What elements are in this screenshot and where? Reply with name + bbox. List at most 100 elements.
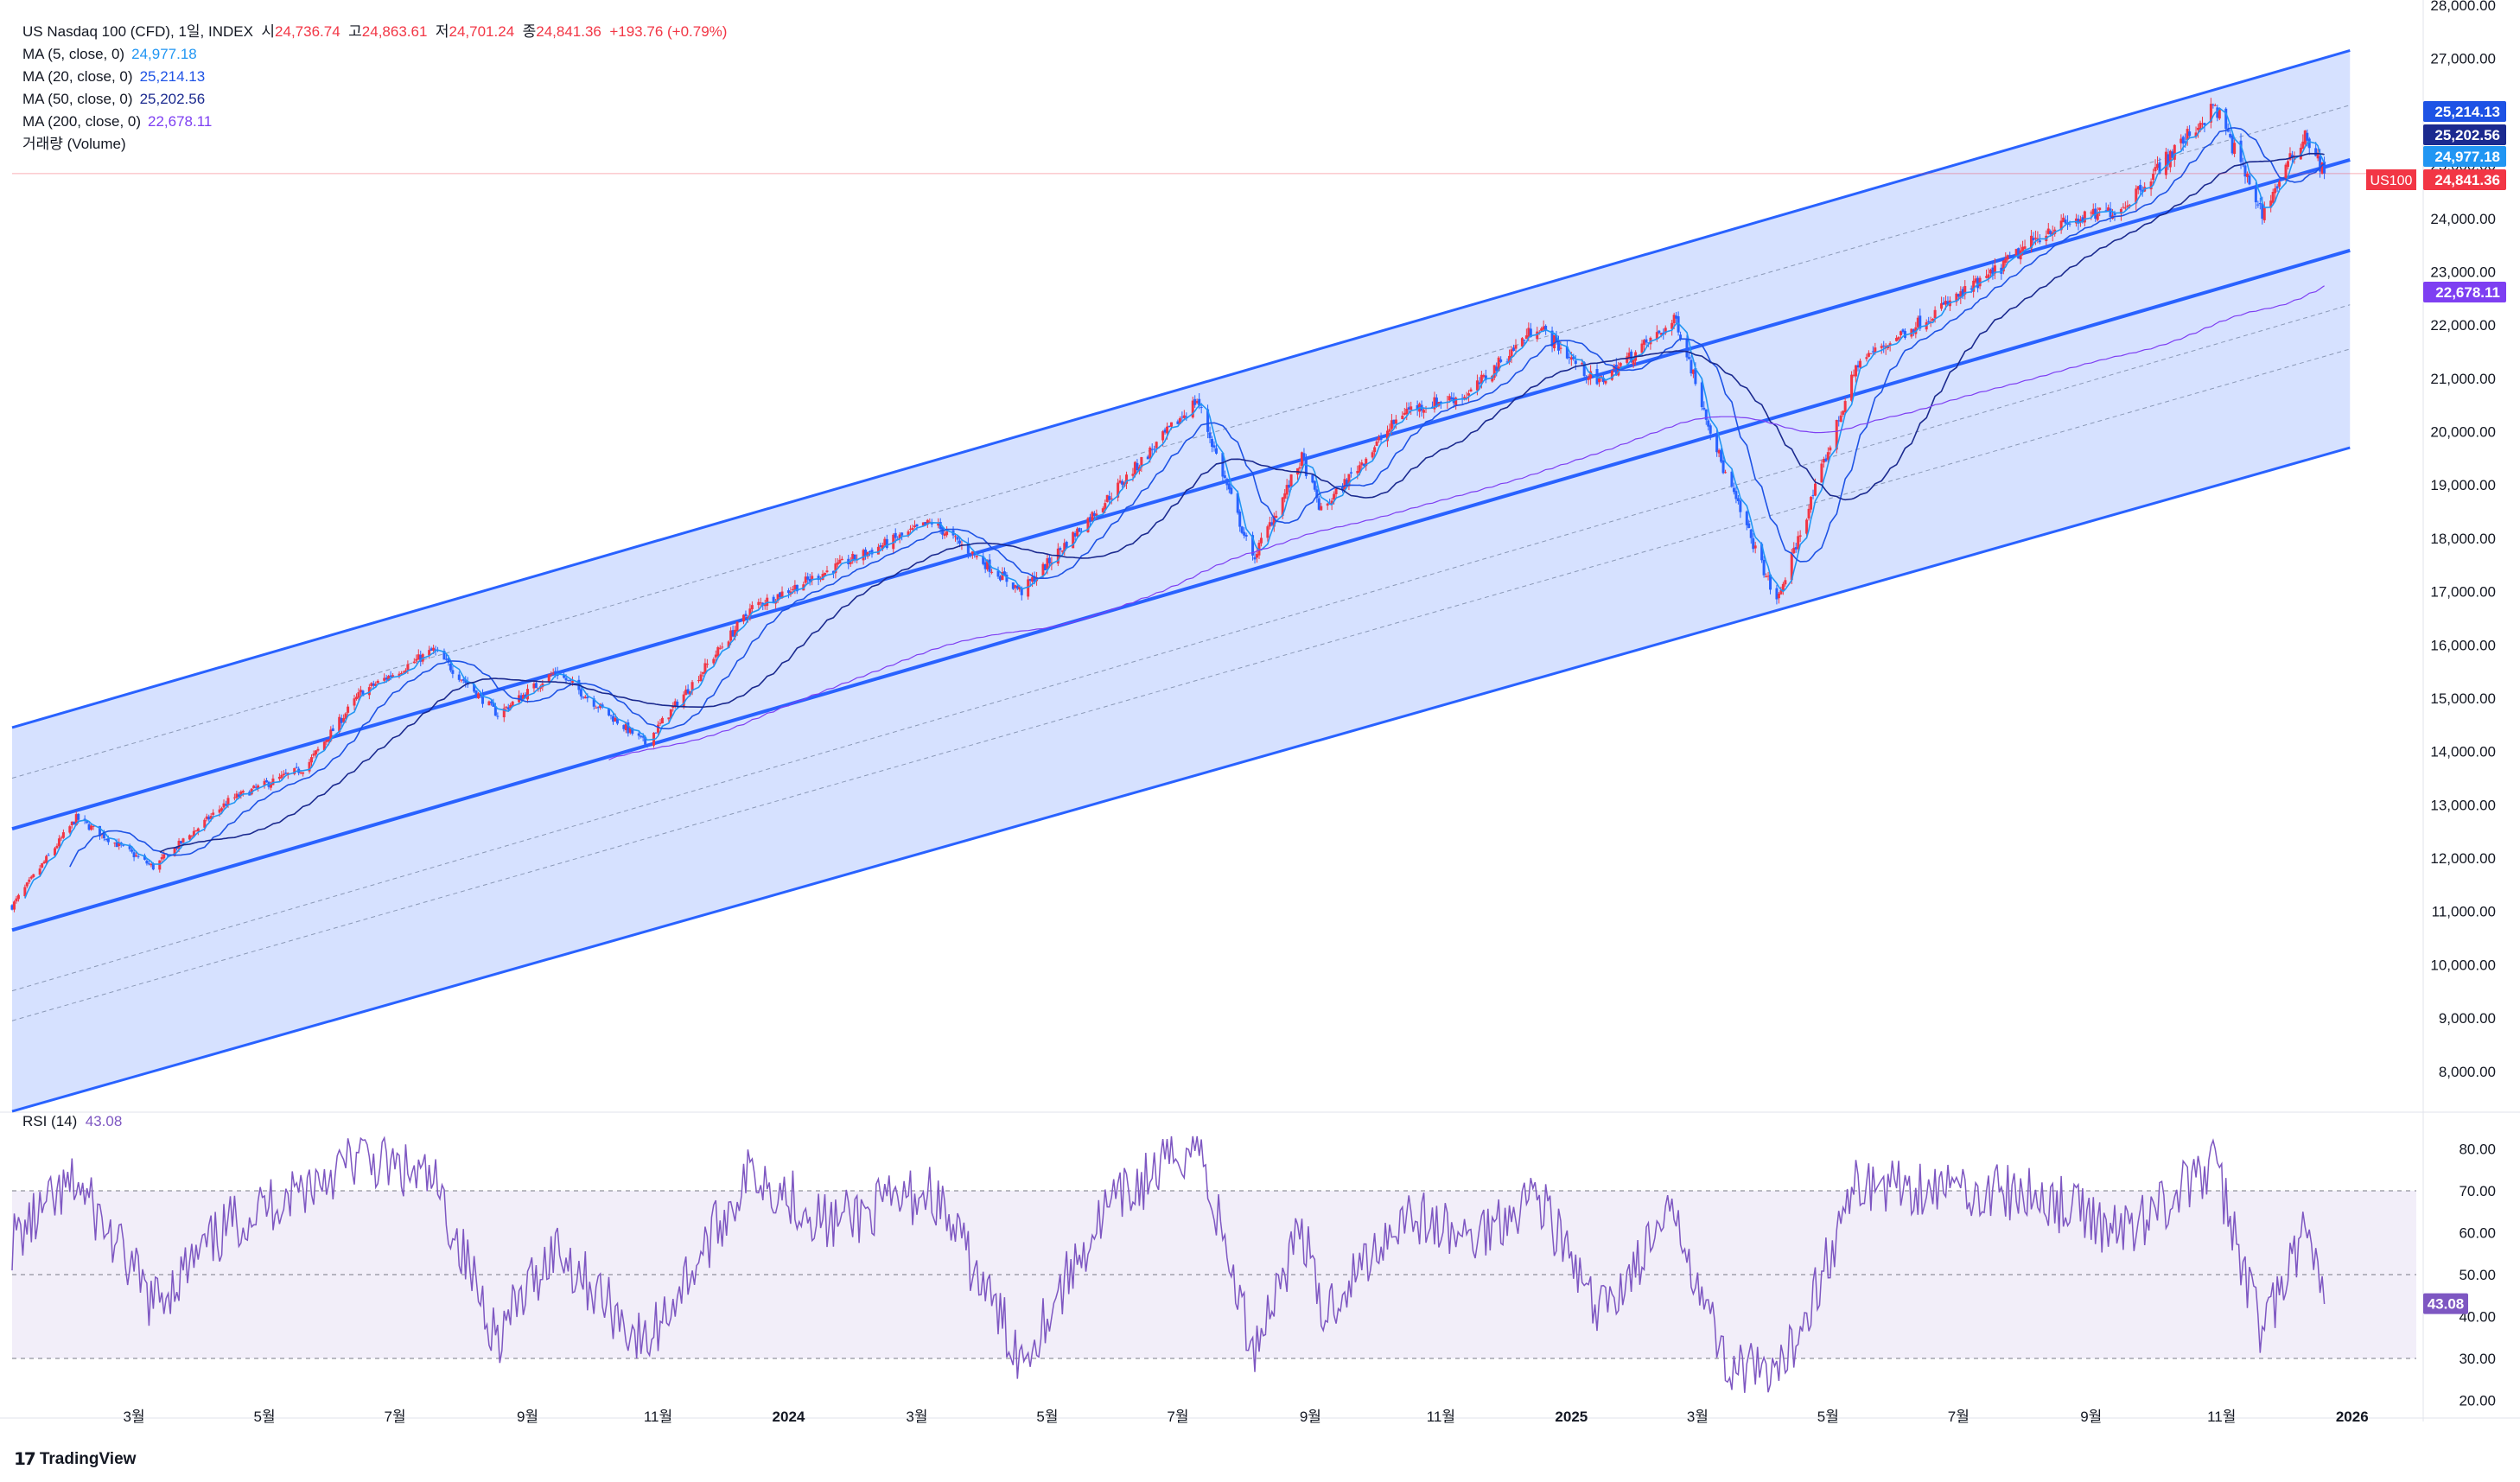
- candle-body: [277, 776, 281, 779]
- candle-body: [1176, 421, 1180, 424]
- candle-body: [1225, 478, 1229, 486]
- candle-body: [840, 558, 843, 561]
- candle-body: [2269, 200, 2273, 208]
- rsi-legend[interactable]: RSI (14) 43.08: [22, 1113, 122, 1130]
- candle-body: [1492, 365, 1496, 378]
- candle-body: [913, 525, 916, 528]
- candle-body: [1512, 347, 1516, 352]
- candle-body: [1433, 397, 1436, 410]
- candle-body: [1555, 334, 1558, 342]
- candle-body: [1333, 493, 1336, 500]
- candle-body: [310, 757, 314, 763]
- candle-body: [1435, 398, 1438, 407]
- candle-body: [357, 692, 360, 698]
- candle-body: [1401, 416, 1404, 420]
- low-label: 저: [435, 23, 449, 40]
- candle-body: [1108, 496, 1111, 500]
- price-tick-label: 24,000.00: [2430, 211, 2496, 227]
- candle-body: [1974, 278, 1977, 283]
- candle-body: [1043, 563, 1047, 570]
- candle-body: [212, 812, 215, 815]
- candle-body: [2023, 246, 2027, 249]
- price-tick-label: 9,000.00: [2439, 1010, 2496, 1027]
- candle-body: [1001, 571, 1004, 581]
- candle-body: [374, 684, 378, 686]
- candle-body: [750, 605, 754, 609]
- candle-body: [551, 672, 555, 674]
- candle-body: [1664, 328, 1667, 334]
- candle-body: [222, 803, 226, 808]
- candle-body: [582, 696, 585, 698]
- candle-body: [2233, 143, 2237, 155]
- price-tick-label: 23,000.00: [2430, 264, 2496, 280]
- candle-body: [1672, 315, 1676, 323]
- candle-body: [1300, 452, 1303, 467]
- candle-body: [1169, 422, 1173, 427]
- candle-body: [105, 838, 108, 840]
- ma20-legend[interactable]: MA (20, close, 0) 25,214.13: [22, 66, 727, 88]
- candle-body: [1149, 447, 1152, 459]
- candle-body: [2288, 153, 2292, 160]
- price-tick-label: 14,000.00: [2430, 744, 2496, 760]
- candle-body: [614, 717, 617, 722]
- candle-body: [1410, 406, 1413, 410]
- candle-body: [188, 835, 191, 840]
- candle-body: [1388, 429, 1391, 432]
- candle-body: [383, 677, 386, 681]
- candle-body: [419, 654, 423, 662]
- candle-body: [196, 828, 200, 832]
- candle-body: [599, 703, 602, 709]
- candle-body: [1765, 576, 1768, 577]
- change-value: +193.76 (+0.79%): [609, 23, 728, 40]
- candle-body: [1422, 410, 1426, 413]
- candle-body: [1792, 547, 1796, 554]
- candle-body: [479, 694, 482, 696]
- candle-body: [1824, 458, 1828, 461]
- candle-body: [340, 717, 343, 723]
- candle-body: [2021, 246, 2025, 251]
- candle-body: [2248, 175, 2251, 185]
- candle-body: [252, 786, 256, 789]
- candle-body: [988, 559, 991, 572]
- candle-body: [1117, 482, 1120, 498]
- candle-body: [1752, 537, 1755, 550]
- candle-body: [1777, 593, 1780, 599]
- candle-body: [1211, 438, 1214, 448]
- candle-body: [1392, 419, 1396, 424]
- candle-body: [282, 773, 285, 776]
- candle-body: [1371, 452, 1374, 458]
- candle-body: [757, 601, 760, 606]
- candle-body: [2197, 127, 2200, 130]
- candle-body: [1895, 337, 1899, 341]
- candle-body: [669, 709, 672, 719]
- candle-body: [735, 621, 739, 632]
- candle-body: [731, 630, 735, 637]
- candle-body: [1182, 415, 1186, 418]
- candle-body: [1524, 335, 1528, 340]
- candle-body: [1839, 415, 1842, 423]
- candle-body: [92, 825, 95, 827]
- time-tick-label: 9월: [1300, 1409, 1321, 1425]
- candle-body: [2168, 150, 2172, 168]
- volume-legend[interactable]: 거래량 (Volume): [22, 133, 727, 156]
- candle-body: [391, 675, 395, 677]
- ma50-legend[interactable]: MA (50, close, 0) 25,202.56: [22, 88, 727, 111]
- candle-body: [209, 816, 213, 819]
- candle-body: [2104, 210, 2108, 212]
- candle-body: [1955, 293, 1958, 302]
- candle-body: [359, 690, 362, 693]
- candle-body: [162, 854, 166, 859]
- ma5-legend[interactable]: MA (5, close, 0) 24,977.18: [22, 43, 727, 66]
- candle-body: [1595, 369, 1599, 385]
- candle-body: [1326, 503, 1329, 506]
- price-tick-label: 11,000.00: [2432, 904, 2496, 920]
- brand-footer[interactable]: 𝟭𝟳 TradingView: [14, 1448, 136, 1470]
- candle-body: [1957, 294, 1960, 297]
- candle-body: [2038, 240, 2041, 243]
- candle-body: [793, 584, 797, 590]
- candle-body: [1717, 449, 1721, 454]
- symbol-row[interactable]: US Nasdaq 100 (CFD), 1일, INDEX 시24,736.7…: [22, 21, 727, 43]
- candle-body: [325, 740, 328, 742]
- ma200-legend[interactable]: MA (200, close, 0) 22,678.11: [22, 111, 727, 133]
